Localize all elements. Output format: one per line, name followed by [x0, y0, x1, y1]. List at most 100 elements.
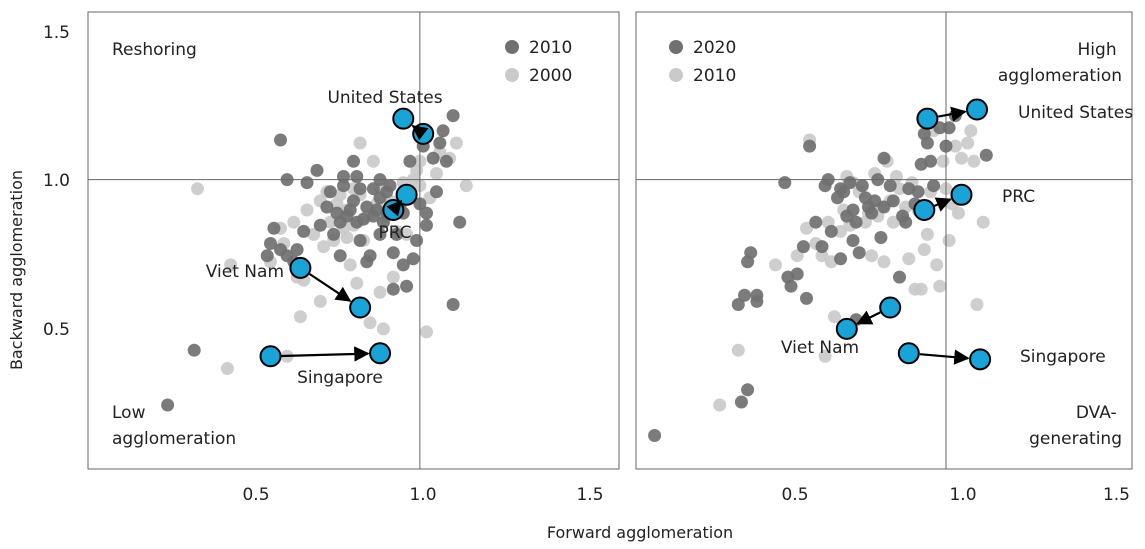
- point-2010: [942, 234, 956, 247]
- point-2010: [970, 298, 984, 311]
- point-2010: [955, 151, 968, 165]
- point-2010: [967, 154, 981, 168]
- point-2010: [834, 224, 848, 238]
- point-2020: [883, 179, 897, 193]
- point-2010: [386, 282, 400, 296]
- right-panel: 0.5 1.0 1.5 High agglomeration DVA- gene…: [635, 11, 1133, 505]
- point-2020: [738, 288, 751, 302]
- point-2020: [846, 203, 860, 217]
- point-2010: [390, 227, 404, 241]
- point-2010: [446, 109, 460, 123]
- point-2020: [948, 109, 962, 123]
- point-2000: [313, 294, 327, 308]
- point-2020: [843, 176, 857, 190]
- country-label-prc: PRC: [378, 223, 411, 243]
- point-2010: [373, 227, 387, 241]
- point-2010: [360, 255, 374, 269]
- point-2000: [449, 136, 463, 150]
- highlight-marker-singapore-end: [969, 348, 992, 371]
- highlight-marker-prc-start: [395, 183, 418, 206]
- quadrant-label-reshoring: Reshoring: [112, 40, 197, 60]
- point-2010: [430, 185, 443, 199]
- point-2020: [815, 240, 829, 254]
- point-2010: [337, 179, 350, 193]
- point-2010: [453, 215, 467, 229]
- x-tick-label: 0.5: [242, 485, 269, 505]
- point-2020: [800, 291, 813, 305]
- highlight-marker-viet-nam-end: [835, 317, 858, 340]
- movement-arrow-viet-nam: [308, 273, 352, 302]
- point-2010: [337, 170, 350, 183]
- quadrant-label-dva-generating: DVA- generating: [1029, 403, 1122, 449]
- point-2020: [824, 224, 838, 238]
- x-tick-label: 1.5: [576, 485, 603, 505]
- movement-arrow-united-states: [411, 124, 429, 141]
- highlight-marker-prc-start: [913, 199, 936, 222]
- legend-marker-2010: [505, 40, 519, 54]
- point-2020: [852, 246, 866, 260]
- left-panel-reference-lines: [88, 12, 619, 469]
- point-2010: [353, 182, 367, 196]
- point-2020: [731, 298, 745, 311]
- point-2000: [376, 322, 390, 336]
- point-2010: [827, 310, 841, 324]
- point-2010: [327, 227, 341, 241]
- country-label-united-states: United States: [327, 88, 442, 108]
- right-panel-highlights: [835, 98, 992, 371]
- quadrant-label-line: DVA-: [1076, 403, 1117, 423]
- point-2020: [837, 185, 851, 199]
- point-2000: [353, 136, 367, 150]
- point-2010: [917, 243, 931, 257]
- x-tick-label: 1.0: [949, 485, 976, 505]
- point-2020: [942, 121, 956, 135]
- point-2020: [877, 200, 891, 214]
- point-2010: [323, 185, 337, 199]
- point-2020: [927, 179, 941, 193]
- point-2010: [297, 224, 311, 238]
- point-2020: [924, 154, 937, 168]
- point-2010: [267, 221, 281, 235]
- x-tick-label: 1.5: [1103, 485, 1130, 505]
- point-2010: [865, 249, 879, 263]
- point-2000: [224, 258, 238, 272]
- point-2020: [744, 246, 758, 260]
- point-2010: [310, 163, 324, 177]
- point-2010: [436, 124, 450, 138]
- point-2020: [803, 139, 817, 153]
- legend-label-2010: 2010: [693, 66, 736, 86]
- point-2010: [902, 252, 916, 266]
- legend-marker-2020: [669, 40, 683, 54]
- highlight-marker-united-states-end: [966, 98, 988, 121]
- point-2020: [877, 151, 891, 165]
- point-2010: [383, 179, 397, 193]
- point-2010: [936, 154, 950, 168]
- left-panel-frame: [87, 11, 620, 470]
- point-2020: [648, 429, 662, 442]
- point-2020: [893, 270, 906, 284]
- point-2010: [400, 279, 414, 293]
- point-2010: [320, 200, 334, 214]
- point-2020: [734, 395, 748, 409]
- quadrant-label-line: Low: [112, 403, 146, 423]
- quadrant-label-low-agglomeration: Low agglomeration: [112, 403, 236, 449]
- point-2010: [161, 398, 175, 412]
- legend-marker-2010: [669, 68, 683, 82]
- point-2010: [386, 246, 400, 260]
- point-2010: [264, 237, 277, 250]
- point-2020: [790, 267, 804, 281]
- highlight-marker-united-states-start: [916, 107, 939, 130]
- point-2000: [343, 258, 357, 272]
- point-2020: [741, 383, 755, 397]
- quadrant-label-high-agglomeration: High agglomeration: [998, 40, 1122, 86]
- movement-arrow-prc: [386, 199, 403, 217]
- point-2010: [976, 215, 990, 229]
- point-2010: [420, 206, 433, 220]
- legend-label-2000: 2000: [529, 66, 572, 86]
- point-2000: [420, 325, 433, 339]
- point-2010: [446, 298, 460, 311]
- point-2010: [420, 218, 433, 232]
- y-tick-label: 0.5: [43, 320, 70, 340]
- point-2010: [731, 343, 745, 357]
- point-2000: [340, 231, 354, 244]
- point-2010: [347, 154, 360, 168]
